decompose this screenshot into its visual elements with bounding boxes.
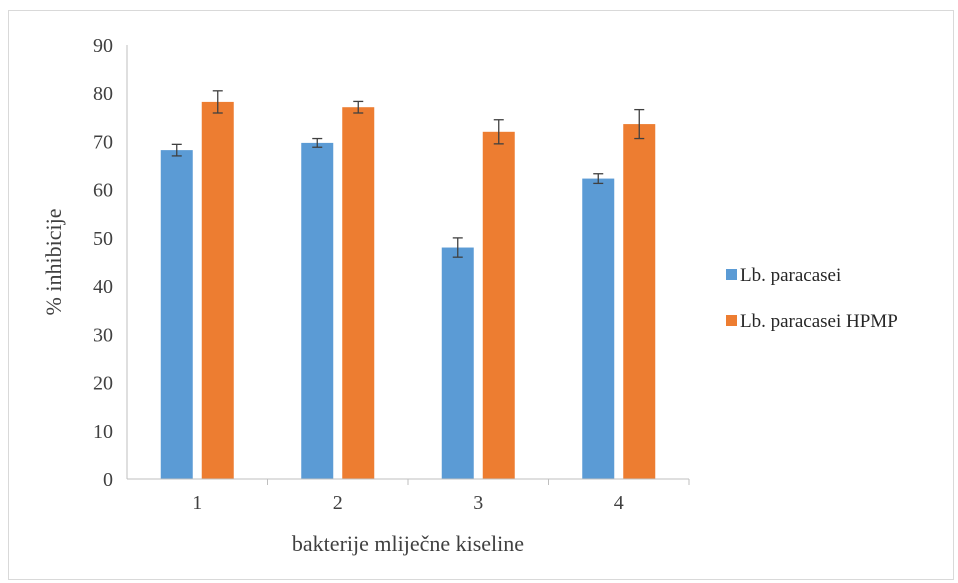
legend-swatch bbox=[726, 269, 737, 280]
y-tick-label: 50 bbox=[93, 228, 113, 250]
legend-label: Lb. paracasei HPMP bbox=[740, 311, 898, 332]
y-tick-label: 10 bbox=[93, 421, 113, 443]
y-tick-label: 20 bbox=[93, 373, 113, 395]
bar bbox=[623, 124, 656, 479]
y-tick-label: 0 bbox=[103, 469, 113, 491]
x-tick-label: 2 bbox=[333, 492, 343, 514]
y-tick-label: 40 bbox=[93, 276, 113, 298]
y-tick-label: 90 bbox=[93, 35, 113, 57]
y-axis-label: % inhibicije bbox=[41, 209, 66, 316]
y-tick-label: 30 bbox=[93, 324, 113, 346]
bar bbox=[582, 178, 615, 479]
legend: Lb. paracasei Lb. paracasei HPMP bbox=[726, 265, 898, 332]
legend-label: Lb. paracasei bbox=[740, 265, 841, 286]
x-tick-label: 4 bbox=[614, 492, 624, 514]
bar bbox=[441, 247, 474, 479]
bar bbox=[301, 142, 334, 479]
y-tick-label: 80 bbox=[93, 83, 113, 105]
bars-group bbox=[160, 90, 656, 480]
bar bbox=[201, 101, 234, 479]
x-axis-label: bakterije mliječne kiseline bbox=[292, 531, 524, 556]
chart-frame: 0 10 20 30 40 50 60 70 80 90 1 2 3 4 bakterije mlije… bbox=[8, 10, 954, 580]
y-tick-label: 70 bbox=[93, 131, 113, 153]
x-tick-label: 1 bbox=[192, 492, 202, 514]
bar bbox=[160, 150, 193, 479]
y-axis-ticks: 0 10 20 30 40 50 60 70 80 90 bbox=[93, 35, 113, 491]
legend-swatch bbox=[726, 315, 737, 326]
bar-chart: 0 10 20 30 40 50 60 70 80 90 1 2 3 4 bakterije mlije… bbox=[41, 35, 898, 556]
x-tick-label: 3 bbox=[473, 492, 483, 514]
bar bbox=[342, 107, 375, 479]
x-axis-ticks: 1 2 3 4 bbox=[192, 479, 690, 514]
y-tick-label: 60 bbox=[93, 180, 113, 202]
bar bbox=[482, 131, 515, 480]
